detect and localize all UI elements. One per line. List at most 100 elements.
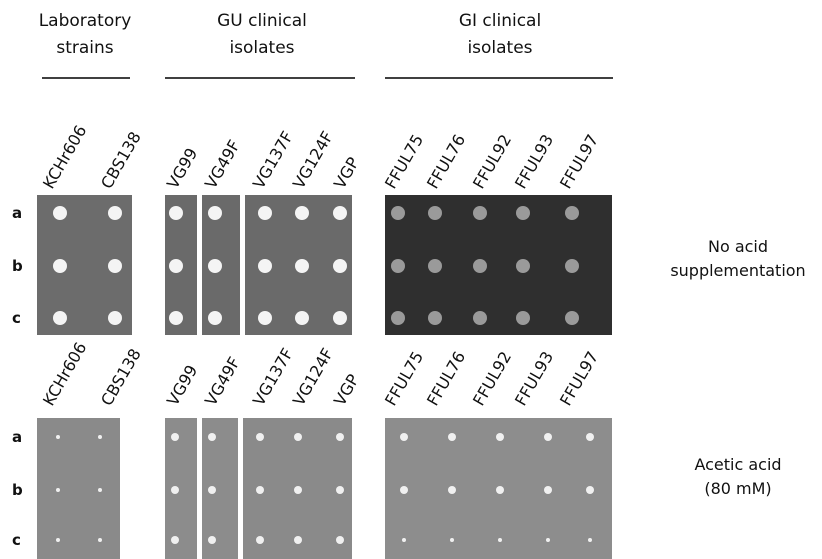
colony-spot [544,486,552,494]
colony-spot [294,433,302,441]
strain-label: FFUL75 [381,131,427,192]
colony-spot [169,311,183,325]
strain-label: CBS138 [97,345,145,409]
strain-label: FFUL93 [511,348,557,409]
colony-spot [516,259,530,273]
condition-label: No acid [708,237,768,256]
colony-spot [448,486,456,494]
colony-spot [108,259,122,273]
strain-label: FFUL93 [511,131,557,192]
strain-label: VG49F [201,137,244,192]
figure: Laboratory strains GU clinical isolates … [0,0,822,559]
colony-spot [333,311,347,325]
strain-label: VG99 [163,145,201,192]
colony-spot [336,486,344,494]
colony-spot [391,259,405,273]
row-label: a [12,428,22,446]
colony-spot [295,259,309,273]
strain-label: FFUL76 [423,348,469,409]
colony-spot [428,206,442,220]
colony-spot [294,486,302,494]
colony-spot [516,206,530,220]
colony-spot [448,433,456,441]
row-label: b [12,481,23,499]
colony-spot [256,433,264,441]
colony-spot [258,206,272,220]
colony-spot [108,206,122,220]
colony-spot [496,433,504,441]
strain-label: VG99 [163,362,201,409]
colony-spot [336,433,344,441]
colony-spot [402,538,406,542]
strain-label: FFUL97 [556,348,602,409]
colony-spot [169,206,183,220]
strain-label: FFUL92 [469,348,515,409]
group-title: Laboratory [39,11,132,31]
condition-label: Acetic acid [694,455,781,474]
colony-spot [53,206,67,220]
colony-spot [171,486,179,494]
row-label: c [12,531,21,549]
colony-spot [516,311,530,325]
colony-spot [295,206,309,220]
strain-label: KCHr606 [39,122,90,192]
colony-spot [256,536,264,544]
colony-spot [586,433,594,441]
colony-spot [258,311,272,325]
colony-spot [171,433,179,441]
strain-label: KCHr606 [39,339,90,409]
colony-spot [171,536,179,544]
colony-spot [428,311,442,325]
colony-spot [473,206,487,220]
colony-spot [336,536,344,544]
colony-spot [208,536,216,544]
colony-spot [56,435,60,439]
plate [165,418,197,559]
colony-spot [333,259,347,273]
colony-spot [98,435,102,439]
colony-spot [53,311,67,325]
strain-label: FFUL76 [423,131,469,192]
colony-spot [208,486,216,494]
group-title: strains [56,38,113,58]
colony-spot [498,538,502,542]
strain-label: VG49F [201,354,244,409]
colony-spot [565,311,579,325]
colony-spot [333,206,347,220]
colony-spot [208,259,222,273]
colony-spot [56,488,60,492]
colony-spot [295,311,309,325]
colony-spot [428,259,442,273]
colony-spot [544,433,552,441]
colony-spot [98,538,102,542]
colony-spot [208,206,222,220]
group-title: isolates [229,38,294,58]
colony-spot [53,259,67,273]
group-title: isolates [467,38,532,58]
condition-label: supplementation [670,261,805,280]
strain-label: VGP [330,371,363,409]
colony-spot [400,433,408,441]
colony-spot [169,259,183,273]
colony-spot [565,206,579,220]
colony-spot [98,488,102,492]
colony-spot [208,433,216,441]
colony-spot [450,538,454,542]
strain-label: FFUL97 [556,131,602,192]
strain-label: FFUL92 [469,131,515,192]
colony-spot [496,486,504,494]
colony-spot [473,259,487,273]
row-label: a [12,204,22,222]
plate [202,418,238,559]
strain-label: FFUL75 [381,348,427,409]
colony-spot [565,259,579,273]
colony-spot [473,311,487,325]
colony-spot [400,486,408,494]
colony-spot [108,311,122,325]
colony-spot [256,486,264,494]
colony-spot [294,536,302,544]
row-label: c [12,309,21,327]
colony-spot [546,538,550,542]
strain-label: CBS138 [97,128,145,192]
plate [37,418,120,559]
